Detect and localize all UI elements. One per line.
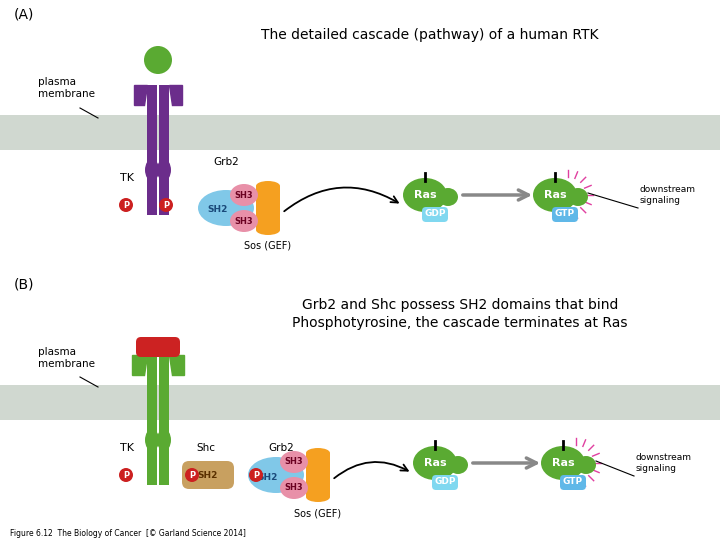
Ellipse shape <box>230 210 258 232</box>
Text: Sos (GEF): Sos (GEF) <box>244 241 292 251</box>
FancyArrowPatch shape <box>284 187 398 211</box>
Text: Shc: Shc <box>197 443 215 453</box>
Text: P: P <box>189 470 195 480</box>
Ellipse shape <box>568 188 588 206</box>
Text: SH2: SH2 <box>198 470 218 480</box>
Text: SH3: SH3 <box>235 217 253 226</box>
Ellipse shape <box>145 429 159 451</box>
FancyBboxPatch shape <box>432 475 458 490</box>
Bar <box>159 85 169 215</box>
Ellipse shape <box>533 178 577 212</box>
Circle shape <box>249 468 263 482</box>
Bar <box>159 355 169 485</box>
Ellipse shape <box>306 448 330 458</box>
FancyBboxPatch shape <box>182 461 234 489</box>
Text: (A): (A) <box>14 7 35 21</box>
Ellipse shape <box>248 457 304 493</box>
Text: downstream
signaling: downstream signaling <box>636 453 692 472</box>
Ellipse shape <box>448 456 468 474</box>
Text: SH2: SH2 <box>258 472 278 482</box>
Text: Grb2: Grb2 <box>213 157 239 167</box>
FancyBboxPatch shape <box>560 475 586 490</box>
Ellipse shape <box>541 446 585 480</box>
Text: SH3: SH3 <box>235 191 253 199</box>
Ellipse shape <box>261 203 275 213</box>
Text: Grb2: Grb2 <box>268 443 294 453</box>
Text: SH2: SH2 <box>208 206 228 214</box>
Text: P: P <box>123 470 129 480</box>
Text: downstream
signaling: downstream signaling <box>640 185 696 205</box>
Text: Figure 6.12  The Biology of Cancer  [© Garland Science 2014]: Figure 6.12 The Biology of Cancer [© Gar… <box>10 529 246 537</box>
Ellipse shape <box>403 178 447 212</box>
Ellipse shape <box>198 190 254 226</box>
Ellipse shape <box>280 477 308 499</box>
Text: GDP: GDP <box>424 210 446 219</box>
Text: plasma
membrane: plasma membrane <box>38 77 95 99</box>
Text: P: P <box>123 200 129 210</box>
FancyBboxPatch shape <box>136 337 180 357</box>
FancyBboxPatch shape <box>552 207 578 222</box>
Ellipse shape <box>256 181 280 191</box>
Ellipse shape <box>157 429 171 451</box>
Text: SH3: SH3 <box>284 483 303 492</box>
Polygon shape <box>169 85 182 105</box>
Bar <box>136 343 180 351</box>
Text: SH3: SH3 <box>284 457 303 467</box>
Circle shape <box>144 46 172 74</box>
Text: (B): (B) <box>14 277 35 291</box>
Text: Ras: Ras <box>544 190 567 200</box>
Ellipse shape <box>413 446 457 480</box>
Circle shape <box>159 198 173 212</box>
Polygon shape <box>169 355 184 375</box>
Bar <box>306 453 330 497</box>
Ellipse shape <box>145 159 159 181</box>
Ellipse shape <box>306 492 330 502</box>
Circle shape <box>119 198 133 212</box>
Ellipse shape <box>256 225 280 235</box>
Text: Ras: Ras <box>552 458 575 468</box>
Text: The detailed cascade (pathway) of a human RTK: The detailed cascade (pathway) of a huma… <box>261 28 599 42</box>
Text: plasma
membrane: plasma membrane <box>38 347 95 369</box>
Ellipse shape <box>157 159 171 181</box>
Ellipse shape <box>311 470 325 480</box>
FancyBboxPatch shape <box>422 207 448 222</box>
Text: Ras: Ras <box>414 190 436 200</box>
Bar <box>147 85 157 215</box>
Text: TK: TK <box>120 173 134 183</box>
Text: GTP: GTP <box>563 477 583 487</box>
Ellipse shape <box>280 451 308 473</box>
Text: Phosphotyrosine, the cascade terminates at Ras: Phosphotyrosine, the cascade terminates … <box>292 316 628 330</box>
Text: TK: TK <box>120 443 134 453</box>
Circle shape <box>119 468 133 482</box>
Text: GDP: GDP <box>434 477 456 487</box>
Bar <box>0 115 720 150</box>
Polygon shape <box>132 355 147 375</box>
Text: P: P <box>253 470 259 480</box>
Ellipse shape <box>576 456 596 474</box>
Bar <box>147 355 157 485</box>
Text: GTP: GTP <box>555 210 575 219</box>
Bar <box>256 186 280 230</box>
Ellipse shape <box>438 188 458 206</box>
Text: Grb2 and Shc possess SH2 domains that bind: Grb2 and Shc possess SH2 domains that bi… <box>302 298 618 312</box>
Bar <box>0 385 720 420</box>
Text: Ras: Ras <box>423 458 446 468</box>
Polygon shape <box>134 85 147 105</box>
Circle shape <box>185 468 199 482</box>
Text: P: P <box>163 200 169 210</box>
Text: Sos (GEF): Sos (GEF) <box>294 508 341 518</box>
FancyArrowPatch shape <box>334 462 408 478</box>
Ellipse shape <box>230 184 258 206</box>
